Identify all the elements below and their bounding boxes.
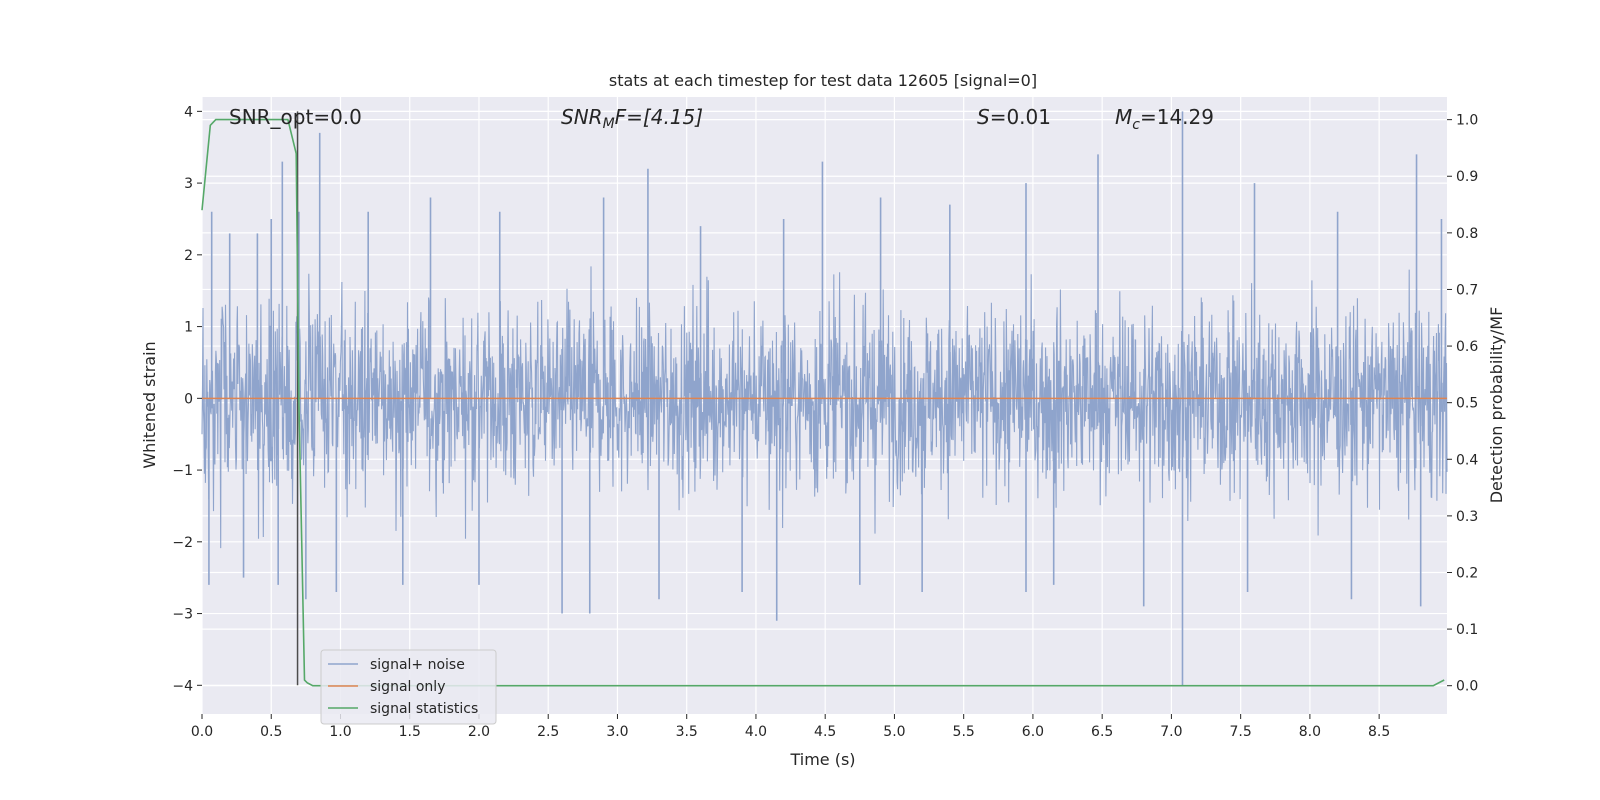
y-tick-label: −4 <box>172 678 193 694</box>
legend: signal+ noise signal only signal statist… <box>320 649 497 725</box>
snr-mf-base: SNR <box>561 105 603 129</box>
signal-noise-line <box>201 266 1448 549</box>
x-tick-label: 1.5 <box>399 724 421 740</box>
s-value: =0.01 <box>990 105 1051 129</box>
x-axis-label: Time (s) <box>789 750 855 769</box>
mc-base: M <box>1115 105 1132 129</box>
y2-tick-label: 0.5 <box>1456 396 1478 412</box>
snr-opt-annotation: SNR_opt=0.0 <box>229 105 362 129</box>
x-tick-label: 3.0 <box>606 724 628 740</box>
chart-title: stats at each timestep for test data 126… <box>609 71 1037 90</box>
y2-tick-label: 1.0 <box>1456 113 1478 129</box>
y-axis-label: Whitened strain <box>140 341 159 468</box>
legend-label-signal-noise: signal+ noise <box>370 657 465 673</box>
legend-box <box>320 649 497 725</box>
x-tick-label: 3.5 <box>676 724 698 740</box>
mc-value: =14.29 <box>1140 105 1214 129</box>
snr-mf-annotation: SNRMF=[4.15] <box>561 105 703 132</box>
y-tick-label: 1 <box>184 320 193 336</box>
signal-statistics-series <box>201 118 1445 687</box>
y2-tick-label: 0.9 <box>1456 169 1478 185</box>
legend-label-signal-only: signal only <box>370 679 445 695</box>
x-axis-ticks: 0.0 0.5 1.0 1.5 2.0 2.5 3.0 3.5 4.0 4.5 5.0 5.5 6.0 6… <box>191 714 1390 740</box>
y-tick-label: −2 <box>172 535 193 551</box>
x-tick-label: 0.0 <box>191 724 213 740</box>
x-tick-label: 4.0 <box>745 724 767 740</box>
y-axis-ticks: −4 −3 −2 −1 0 1 2 3 4 <box>172 104 202 694</box>
y-tick-label: −3 <box>172 607 193 623</box>
y2-tick-label: 0.2 <box>1456 565 1478 581</box>
x-tick-label: 8.5 <box>1368 724 1390 740</box>
x-tick-label: 2.0 <box>468 724 490 740</box>
x-tick-label: 4.5 <box>814 724 836 740</box>
signal-statistics-line <box>201 118 1445 687</box>
x-tick-label: 1.0 <box>329 724 351 740</box>
x-tick-label: 5.0 <box>883 724 905 740</box>
y-tick-label: −1 <box>172 463 193 479</box>
mc-annotation: Mc=14.29 <box>1115 105 1214 133</box>
legend-label-signal-statistics: signal statistics <box>370 701 478 717</box>
x-tick-label: 5.5 <box>953 724 975 740</box>
s-annotation: S=0.01 <box>977 105 1051 129</box>
mc-sub: c <box>1132 117 1140 133</box>
y-tick-label: 3 <box>184 176 193 192</box>
y2-tick-label: 0.6 <box>1456 339 1478 355</box>
s-label: S <box>977 105 990 129</box>
x-tick-label: 7.5 <box>1230 724 1252 740</box>
y2-tick-label: 0.4 <box>1456 452 1478 468</box>
y2-tick-label: 0.1 <box>1456 622 1478 638</box>
x-tick-label: 2.5 <box>537 724 559 740</box>
y2-tick-label: 0.0 <box>1456 679 1478 695</box>
y2-tick-label: 0.3 <box>1456 509 1478 525</box>
y-tick-label: 2 <box>184 248 193 264</box>
y2-tick-label: 0.7 <box>1456 282 1478 298</box>
y2-axis-label: Detection probability/MF <box>1487 307 1506 504</box>
x-tick-label: 0.5 <box>260 724 282 740</box>
x-tick-label: 6.0 <box>1022 724 1044 740</box>
y2-axis-ticks: 0.0 0.1 0.2 0.3 0.4 0.5 0.6 0.7 0.8 0.9 1.0 <box>1447 113 1478 695</box>
x-tick-label: 6.5 <box>1091 724 1113 740</box>
y-tick-label: 0 <box>184 391 193 407</box>
signal-noise-series <box>201 111 1448 686</box>
y-tick-label: 4 <box>184 104 193 120</box>
x-tick-label: 7.0 <box>1160 724 1182 740</box>
snr-mf-rest: F=[4.15] <box>615 105 703 129</box>
x-tick-label: 8.0 <box>1299 724 1321 740</box>
y2-tick-label: 0.8 <box>1456 226 1478 242</box>
snr-mf-sub: M <box>603 116 615 132</box>
